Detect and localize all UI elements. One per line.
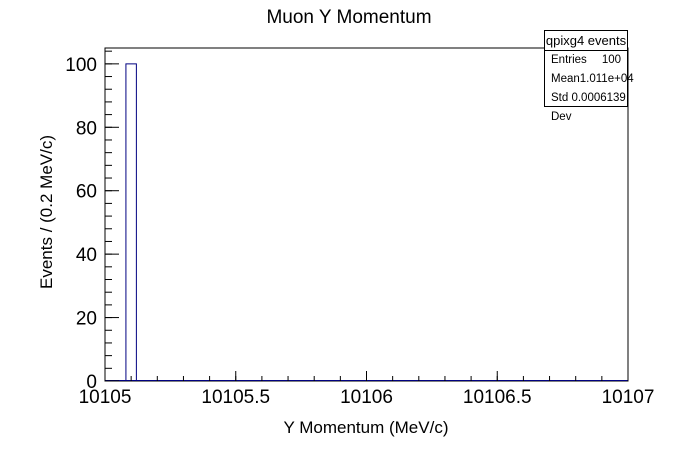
y-tick-label: 80	[76, 118, 97, 139]
x-axis-title: Y Momentum (MeV/c)	[283, 418, 448, 437]
x-tick-label: 10105	[79, 387, 132, 408]
x-tick-label: 10106	[340, 387, 393, 408]
x-tick-label: 10106.5	[463, 387, 532, 408]
y-tick-label: 40	[76, 245, 97, 266]
stats-stddev-value: 0.0006139	[571, 92, 626, 104]
y-axis-title: Events / (0.2 MeV/c)	[37, 135, 56, 289]
y-tick-label: 100	[65, 55, 97, 76]
stats-row-entries: Entries 100	[545, 51, 627, 70]
y-tick-label: 60	[76, 182, 97, 203]
stats-row-stddev: Std Dev 0.0006139	[545, 89, 627, 123]
chart-title: Muon Y Momentum	[266, 7, 431, 28]
histogram-marks	[105, 63, 628, 381]
stats-box: qpixg4 events Entries 100 Mean 1.011e+04…	[544, 30, 634, 123]
stats-stddev-label: Std Dev	[551, 92, 572, 123]
stats-row-mean: Mean 1.011e+04	[545, 70, 634, 89]
stats-entries-label: Entries	[551, 54, 587, 66]
x-tick-label: 10105.5	[201, 387, 270, 408]
stats-title: qpixg4 events	[545, 31, 627, 51]
y-axis: 0 20 40 60 80 100	[65, 50, 119, 393]
stats-mean-value: 1.011e+04	[579, 73, 634, 85]
y-tick-label: 0	[86, 372, 97, 393]
stats-mean-label: Mean	[551, 73, 580, 85]
x-tick-label: 10107	[602, 387, 655, 408]
y-tick-label: 20	[76, 309, 97, 330]
x-axis: 10105 10105.5 10106 10106.5 10107	[79, 371, 655, 408]
stats-entries-value: 100	[601, 54, 621, 66]
histogram-bin	[125, 63, 137, 381]
